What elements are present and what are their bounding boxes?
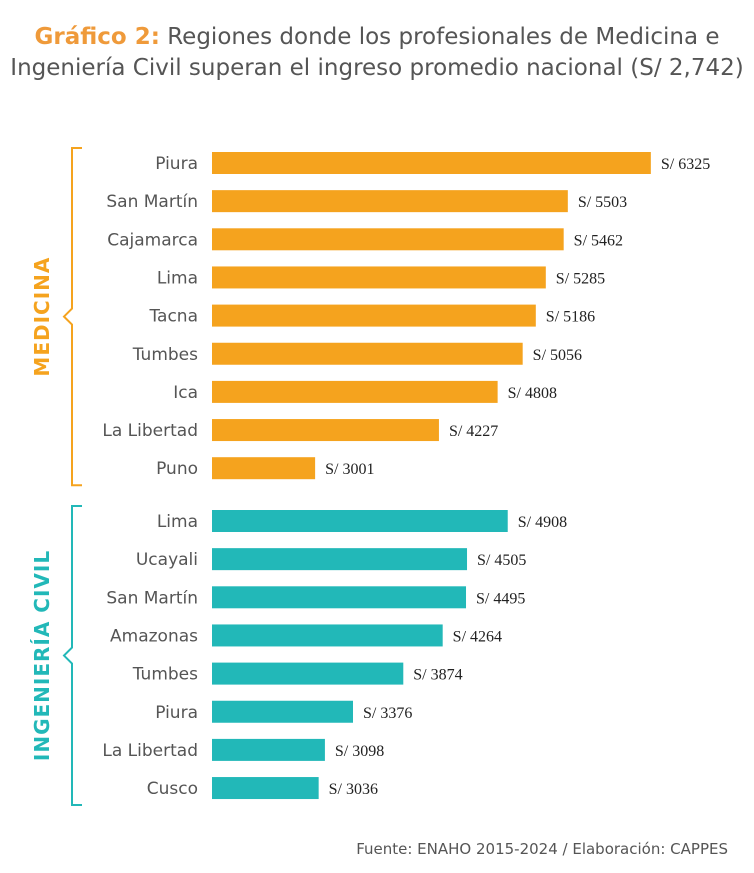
category-label: San Martín — [106, 588, 198, 608]
title-highlight: Gráfico 2: — [34, 24, 160, 50]
bar — [212, 548, 468, 571]
bar — [212, 190, 568, 213]
value-label: S/ 4495 — [476, 590, 525, 607]
value-label: S/ 5462 — [574, 232, 623, 249]
chart-title: Gráfico 2: Regiones donde los profesiona… — [0, 22, 754, 84]
value-label: S/ 5056 — [533, 347, 582, 364]
bar — [212, 457, 316, 480]
value-label: S/ 5186 — [546, 309, 595, 326]
bar — [212, 662, 404, 685]
group-bracket — [62, 505, 82, 807]
category-label: La Libertad — [102, 421, 198, 441]
bar — [212, 266, 546, 289]
bar — [212, 777, 319, 800]
value-label: S/ 3376 — [363, 705, 412, 722]
category-label: Cusco — [147, 779, 198, 799]
category-label: Tumbes — [132, 665, 198, 685]
value-label: S/ 5285 — [556, 270, 605, 287]
category-label: La Libertad — [102, 741, 198, 761]
bar — [212, 228, 564, 251]
value-label: S/ 6325 — [661, 156, 710, 173]
value-label: S/ 3001 — [325, 461, 374, 478]
bar — [212, 152, 651, 174]
group-label: MEDICINA — [30, 257, 54, 377]
value-label: S/ 4227 — [449, 423, 498, 440]
category-label: Lima — [157, 512, 198, 532]
bar — [212, 510, 508, 532]
category-label: Piura — [155, 703, 198, 723]
value-label: S/ 4505 — [477, 552, 526, 569]
value-label: S/ 3098 — [335, 743, 384, 760]
value-label: S/ 3874 — [413, 667, 462, 684]
bar — [212, 419, 439, 442]
category-label: Amazonas — [110, 626, 198, 646]
category-label: Ucayali — [136, 550, 198, 570]
bar — [212, 342, 523, 365]
bar — [212, 738, 325, 761]
bar — [212, 624, 443, 647]
bar — [212, 380, 498, 403]
title-text: Regiones donde los profesionales de Medi… — [10, 24, 744, 81]
value-label: S/ 3036 — [329, 781, 378, 798]
value-label: S/ 4808 — [508, 385, 557, 402]
category-label: Cajamarca — [107, 230, 198, 250]
category-label: Piura — [155, 154, 198, 174]
group-bracket — [62, 147, 82, 487]
value-label: S/ 5503 — [578, 194, 627, 211]
source-note: Fuente: ENAHO 2015-2024 / Elaboración: C… — [356, 840, 728, 858]
value-label: S/ 4264 — [453, 628, 502, 645]
group-label: INGENIERÍA CIVIL — [30, 550, 54, 761]
bar — [212, 304, 536, 327]
category-label: San Martín — [106, 192, 198, 212]
category-label: Puno — [156, 459, 198, 479]
bar — [212, 586, 467, 609]
category-label: Tumbes — [132, 345, 198, 365]
category-label: Tacna — [148, 307, 198, 327]
category-label: Lima — [157, 268, 198, 288]
value-label: S/ 4908 — [518, 514, 567, 531]
category-label: Ica — [173, 383, 198, 403]
bar — [212, 700, 353, 723]
